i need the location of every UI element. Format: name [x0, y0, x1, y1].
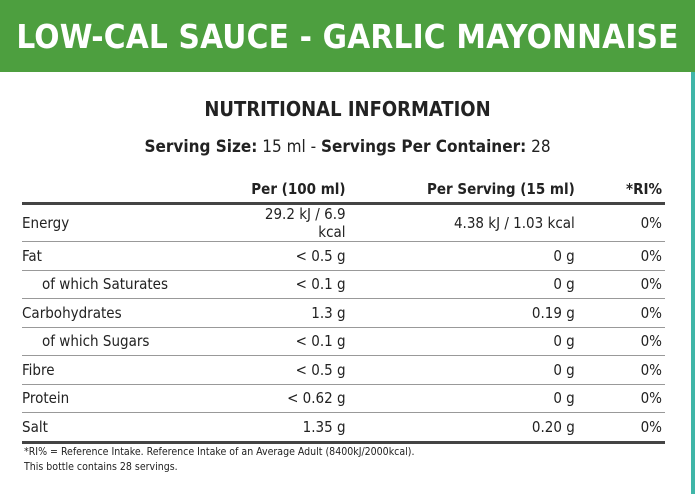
per-100ml-value: 1.35 g — [241, 412, 349, 444]
per-100ml-value: 1.3 g — [241, 298, 349, 328]
ri-percent-value: 0% — [577, 203, 665, 242]
per-100ml-value: < 0.1 g — [241, 327, 349, 356]
column-header: Per Serving (15 ml) — [348, 176, 578, 205]
per-100ml-value: 29.2 kJ / 6.9 kcal — [241, 203, 349, 242]
per-serving-value: 0 g — [348, 355, 578, 385]
per-serving-value: 0 g — [348, 241, 578, 271]
footnote: *RI% = Reference Intake. Reference Intak… — [24, 446, 415, 458]
per-100ml-value: < 0.5 g — [241, 241, 349, 271]
per-serving-value: 0 g — [348, 327, 578, 356]
ri-percent-value: 0% — [577, 298, 665, 328]
ri-percent-value: 0% — [577, 241, 665, 271]
row-label: Protein — [22, 384, 242, 413]
row-label: Fibre — [22, 355, 242, 385]
row-label: Energy — [22, 203, 242, 242]
per-100ml-value: < 0.1 g — [241, 270, 349, 299]
per-serving-value: 0 g — [348, 384, 578, 413]
row-label: Salt — [22, 412, 242, 444]
per-serving-value: 4.38 kJ / 1.03 kcal — [348, 203, 578, 242]
section-title: NUTRITIONAL INFORMATION — [204, 97, 491, 121]
table-row: Energy 29.2 kJ / 6.9 kcal 4.38 kJ / 1.03 k… — [22, 203, 665, 242]
ri-percent-value: 0% — [577, 355, 665, 385]
table-row: Salt 1.35 g 0.20 g 0% — [22, 412, 665, 444]
ri-percent-value: 0% — [577, 327, 665, 356]
nutrition-table: Per (100 ml) Per Serving (15 ml) *RI% En… — [22, 176, 665, 444]
servings-per-container-label: Servings Per Container: — [320, 137, 527, 157]
column-header: Per (100 ml) — [241, 176, 349, 205]
table-header-row: Per (100 ml) Per Serving (15 ml) *RI% — [22, 176, 665, 205]
per-100ml-value: < 0.62 g — [241, 384, 349, 413]
product-header: LOW-CAL SAUCE - GARLIC MAYONNAISE — [0, 0, 695, 72]
ri-percent-value: 0% — [577, 384, 665, 413]
edge-strip — [691, 72, 695, 494]
column-header — [22, 176, 242, 205]
ri-percent-value: 0% — [577, 270, 665, 299]
serving-info: Serving Size: 15 ml - Servings Per Conta… — [0, 137, 695, 157]
per-serving-value: 0.20 g — [348, 412, 578, 444]
product-title: LOW-CAL SAUCE - GARLIC MAYONNAISE — [16, 17, 679, 56]
footnotes: *RI% = Reference Intake. Reference Intak… — [24, 445, 414, 475]
per-serving-value: 0 g — [348, 270, 578, 299]
table-row: Carbohydrates 1.3 g 0.19 g 0% — [22, 298, 665, 328]
servings-per-container-value: 28 — [531, 137, 551, 157]
row-label: Carbohydrates — [22, 298, 242, 328]
row-label: Fat — [22, 241, 242, 271]
footnote: This bottle contains 28 servings. — [24, 461, 178, 473]
per-serving-value: 0.19 g — [348, 298, 578, 328]
serving-size-value: 15 ml - — [262, 137, 317, 157]
serving-size-label: Serving Size: — [144, 137, 258, 157]
ri-percent-value: 0% — [577, 412, 665, 444]
per-100ml-value: < 0.5 g — [241, 355, 349, 385]
row-label: of which Saturates — [22, 270, 242, 299]
column-header: *RI% — [577, 176, 665, 205]
row-label: of which Sugars — [22, 327, 242, 356]
